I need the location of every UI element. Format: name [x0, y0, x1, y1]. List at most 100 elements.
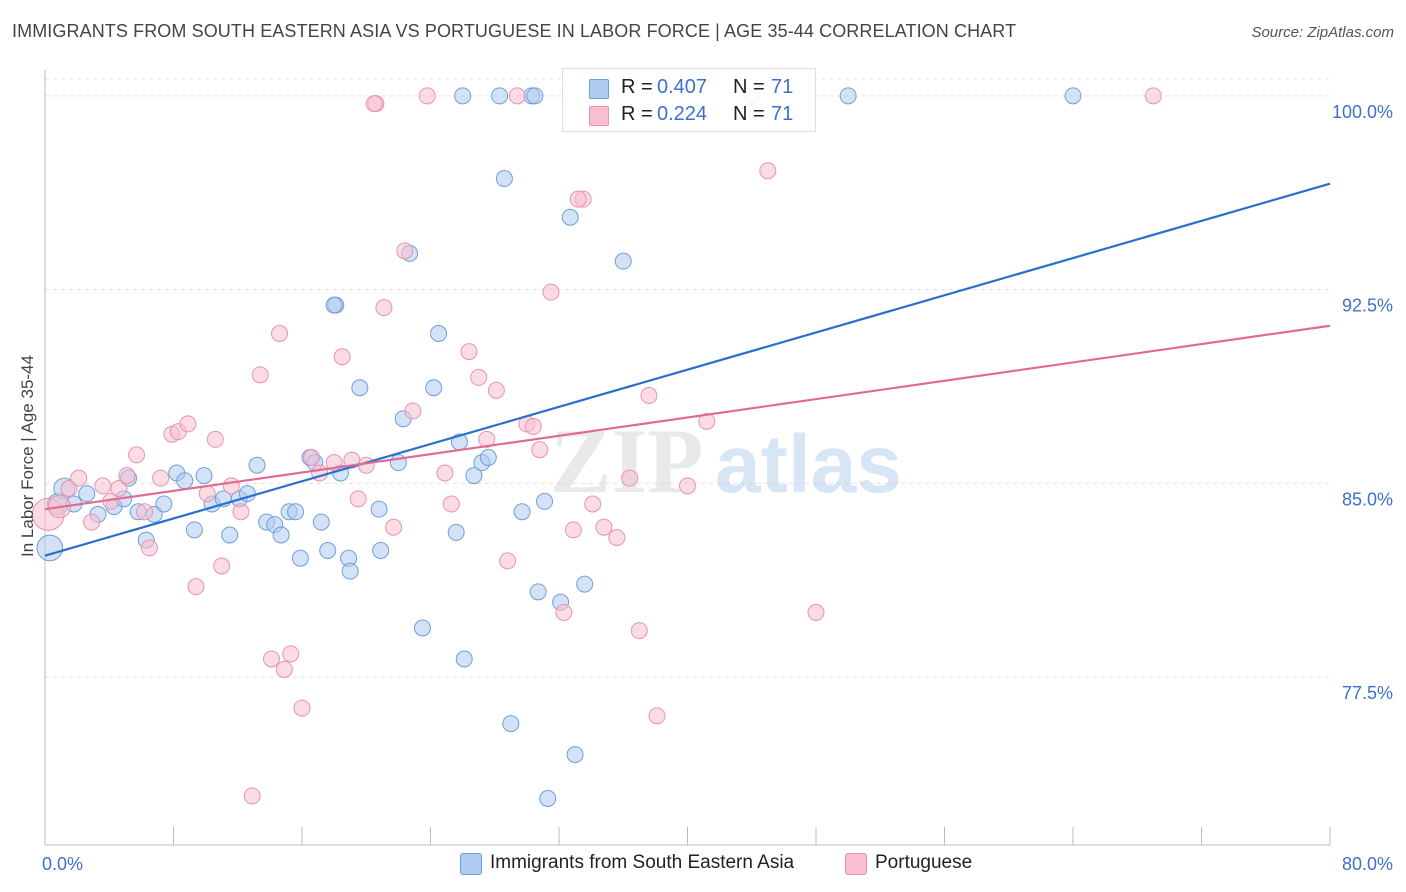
watermark-atlas: atlas	[715, 419, 902, 510]
data-point	[128, 446, 146, 464]
y-tick-label: 85.0%	[1342, 489, 1393, 509]
series-immigrants-points	[36, 87, 1082, 807]
legend-swatch-pink	[589, 106, 609, 126]
data-point	[319, 542, 337, 559]
watermark: ZIP atlas	[550, 410, 902, 512]
data-point	[542, 283, 560, 301]
data-point	[478, 430, 496, 448]
tick-labels: 77.5% 85.0% 92.5% 100.0% 0.0% 80.0%	[42, 102, 1393, 874]
data-point	[508, 87, 526, 105]
data-point	[198, 485, 216, 503]
data-point	[221, 526, 239, 544]
data-point	[413, 619, 431, 637]
data-point	[529, 583, 547, 601]
data-point	[83, 513, 101, 531]
chart-title: IMMIGRANTS FROM SOUTH EASTERN ASIA VS PO…	[12, 21, 1017, 41]
data-point	[576, 575, 594, 593]
data-point	[291, 549, 309, 567]
data-point	[425, 379, 443, 397]
data-point	[271, 325, 289, 342]
data-point	[404, 402, 422, 420]
y-tick-label: 100.0%	[1332, 102, 1393, 122]
data-point	[614, 252, 632, 270]
data-point	[499, 552, 517, 570]
data-point	[187, 578, 205, 596]
data-point	[222, 477, 240, 495]
data-point	[555, 604, 573, 621]
data-point	[372, 542, 390, 559]
data-point	[759, 162, 777, 180]
source-label: Source: ZipAtlas.com	[1251, 24, 1394, 41]
legend-n-value: 71	[771, 76, 794, 98]
data-point	[375, 299, 393, 317]
data-point	[232, 503, 250, 521]
data-point	[140, 539, 158, 557]
data-point	[243, 787, 261, 805]
data-point	[539, 790, 557, 807]
data-point	[176, 472, 194, 490]
data-point	[648, 707, 666, 725]
data-point	[436, 464, 454, 482]
data-point	[513, 503, 531, 521]
data-point	[536, 492, 554, 510]
x-tick-label: 80.0%	[1342, 854, 1393, 874]
trend-lines	[44, 182, 1331, 557]
data-point	[595, 518, 613, 536]
data-point	[640, 387, 658, 404]
legend-r-value: 0.407	[657, 76, 708, 98]
data-point	[94, 477, 112, 495]
data-point	[470, 368, 488, 386]
series-portuguese-points	[31, 87, 1162, 805]
data-point	[839, 87, 857, 105]
data-point	[455, 650, 473, 668]
data-point	[262, 650, 280, 668]
data-point	[454, 87, 472, 105]
data-point	[1064, 87, 1082, 105]
y-tick-label: 92.5%	[1342, 296, 1393, 316]
data-point	[341, 562, 359, 580]
data-point	[566, 746, 584, 764]
data-point	[370, 500, 388, 518]
bottom-legend-label: Immigrants from South Eastern Asia	[490, 852, 795, 873]
data-point	[465, 467, 483, 485]
legend-r-label: R =	[621, 103, 653, 125]
axes	[44, 70, 1331, 846]
data-point	[282, 645, 300, 663]
trend-line	[44, 182, 1331, 557]
bottom-legend-label: Portuguese	[875, 852, 973, 873]
legend-row-immigrants: R = 0.407 N = 71	[563, 76, 815, 102]
data-point	[293, 699, 311, 717]
data-point	[396, 242, 414, 260]
correlation-legend: R = 0.407 N = 71 R = 0.224 N = 71	[562, 68, 816, 132]
legend-n-label: N =	[733, 76, 765, 98]
legend-n-value: 71	[771, 103, 794, 125]
data-point	[491, 87, 509, 105]
grid-lines	[45, 78, 1330, 678]
y-axis-label: In Labor Force | Age 35-44	[18, 355, 37, 557]
y-tick-label: 77.5%	[1342, 683, 1393, 703]
data-point	[561, 208, 579, 226]
data-point	[303, 449, 321, 466]
data-point	[70, 469, 88, 487]
data-point	[621, 469, 639, 487]
data-point	[275, 660, 293, 678]
data-point	[36, 534, 64, 562]
data-point	[351, 379, 369, 397]
data-point	[495, 170, 513, 187]
legend-swatch-blue	[589, 79, 609, 99]
legend-r-value: 0.224	[657, 103, 708, 125]
data-point	[608, 529, 626, 547]
data-point	[430, 325, 448, 342]
data-point	[110, 480, 128, 497]
data-point	[213, 557, 231, 575]
data-point	[272, 526, 290, 544]
data-point	[349, 490, 367, 508]
data-point	[195, 467, 213, 485]
data-point	[524, 418, 542, 435]
bottom-legend-swatch-pink	[845, 853, 867, 875]
data-point	[569, 190, 587, 208]
data-point	[185, 521, 203, 539]
data-point	[531, 441, 549, 459]
data-point	[479, 449, 497, 466]
data-point	[564, 521, 582, 539]
